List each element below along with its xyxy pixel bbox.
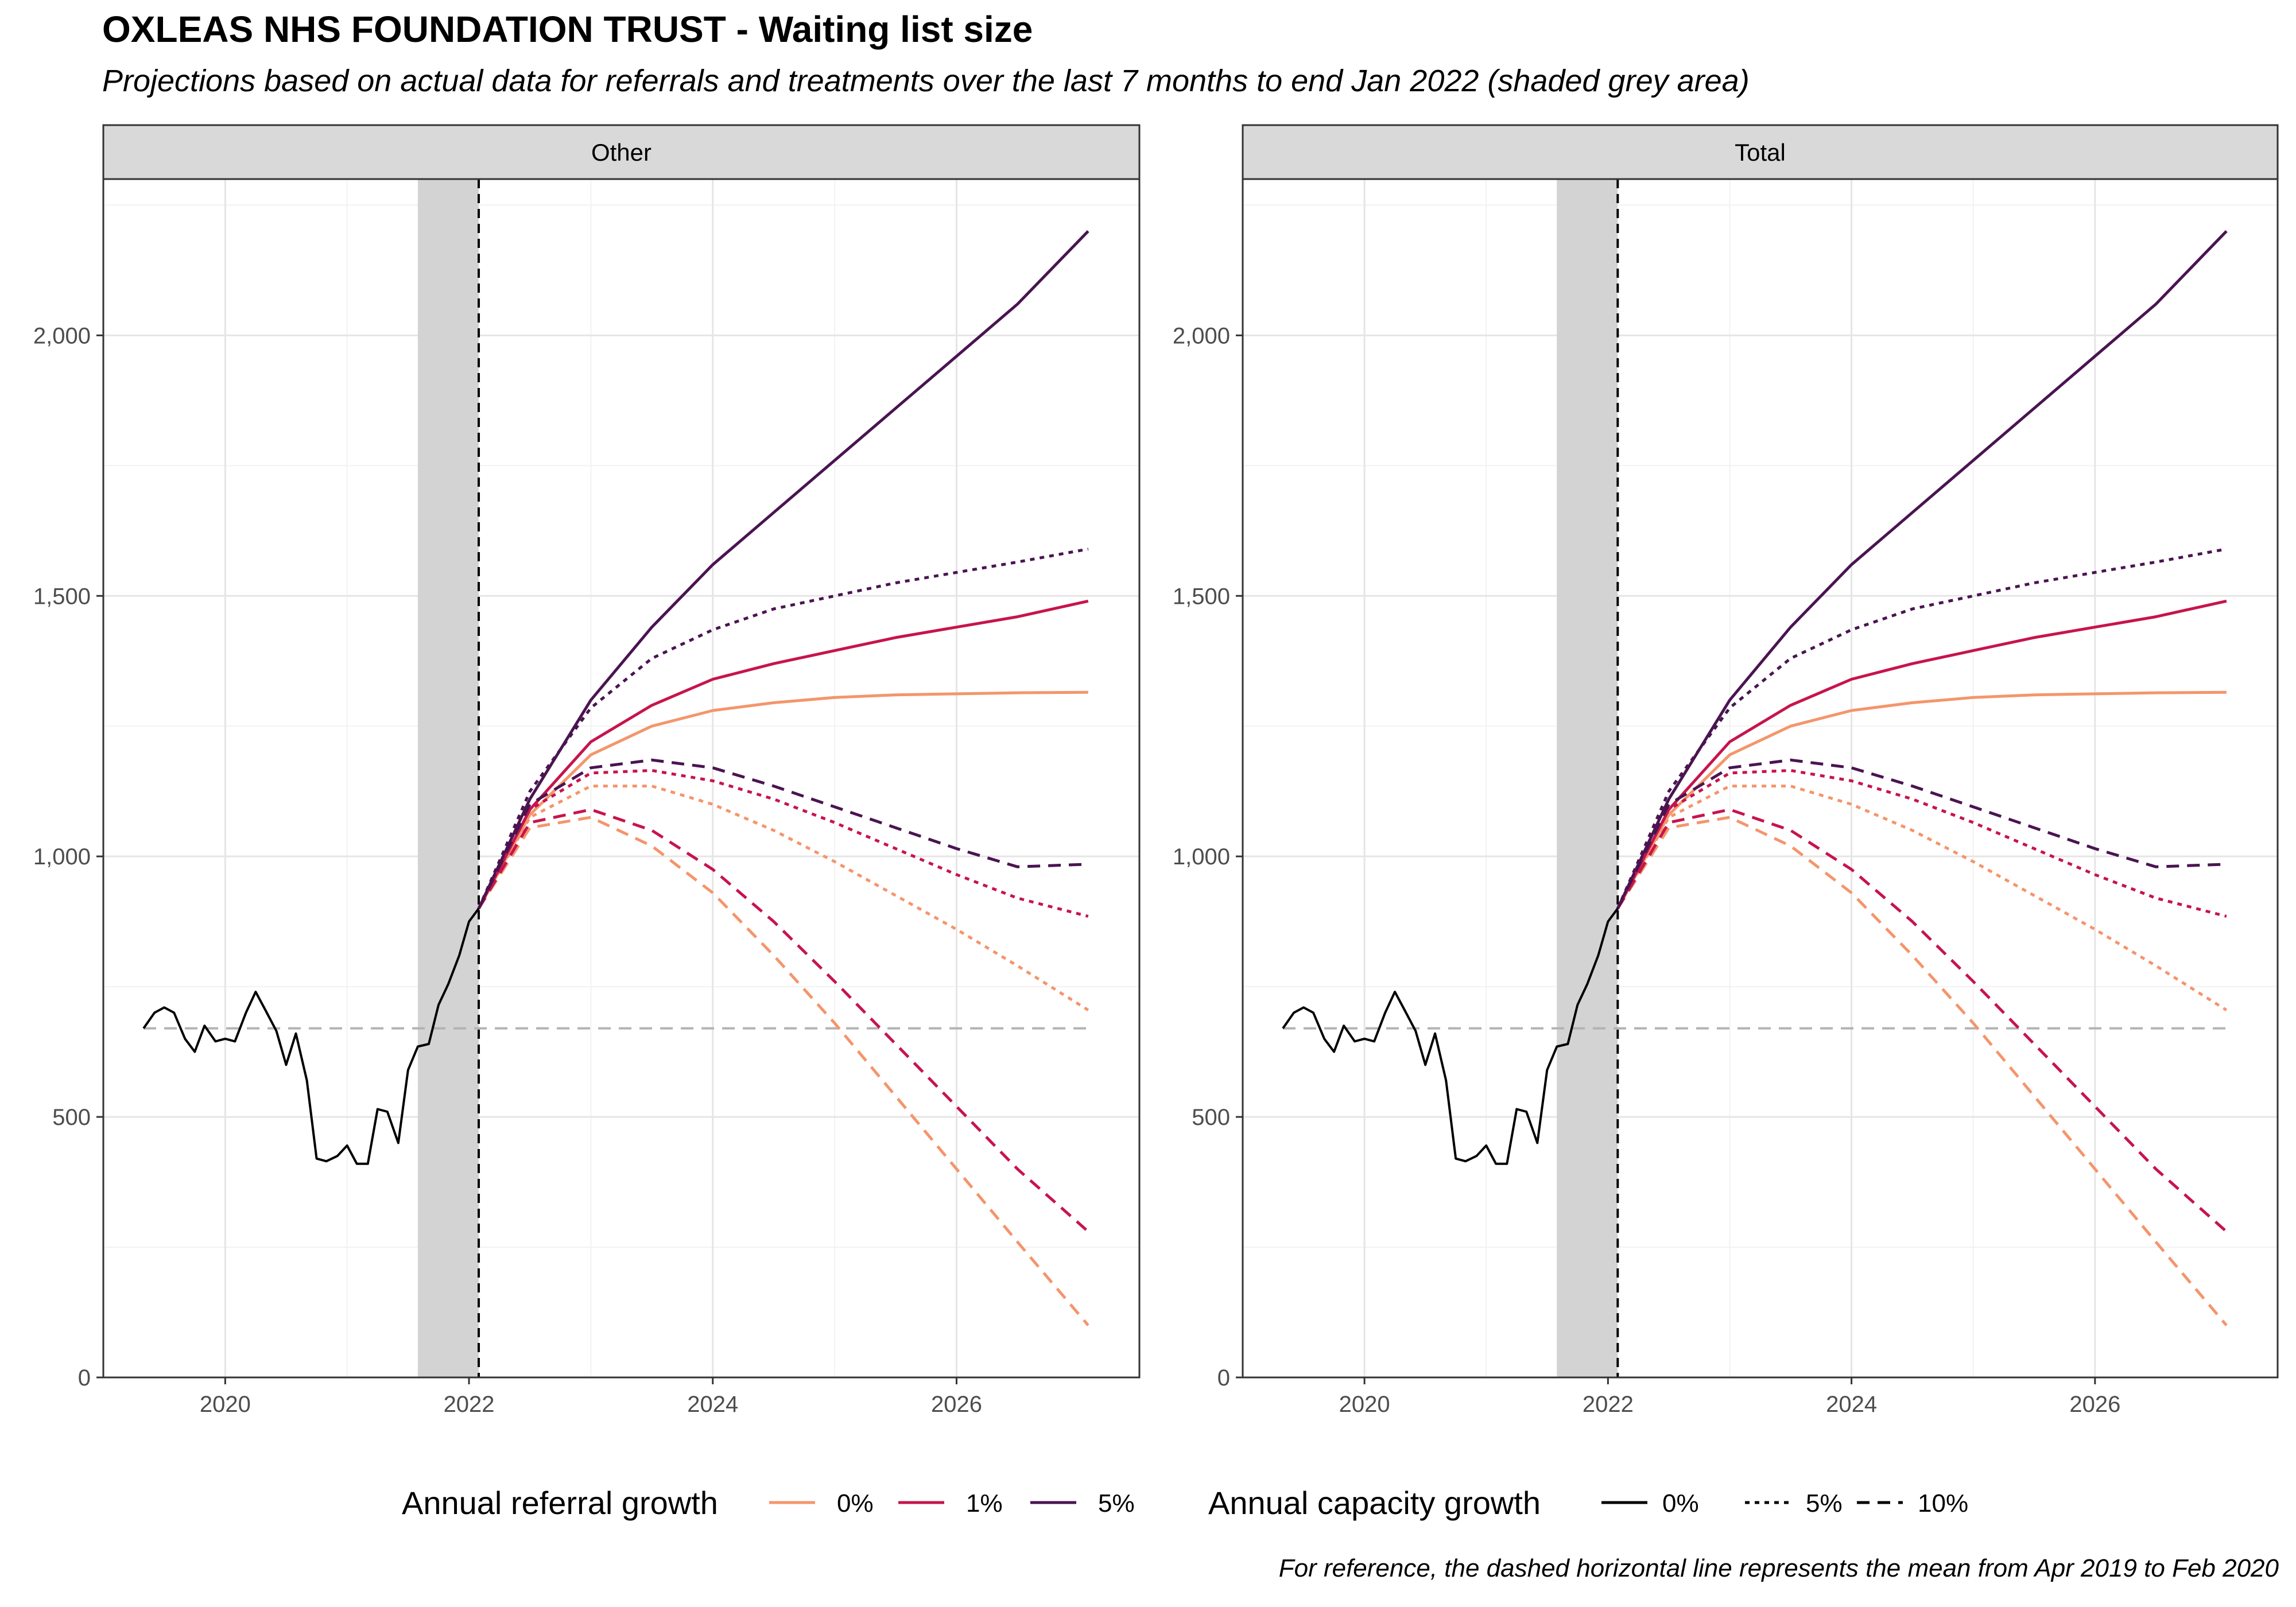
y-tick-label: 500 [1192, 1105, 1230, 1130]
chart-subtitle: Projections based on actual data for ref… [102, 64, 1750, 98]
legend-label-referral: 5% [1098, 1489, 1135, 1517]
chart-caption: For reference, the dashed horizontal lin… [1278, 1554, 2279, 1582]
y-tick-label: 2,000 [33, 323, 91, 348]
series-line [477, 758, 1088, 910]
panel-other: Other 2020 2022 2024 2026 0 500 1,000 1,500 2,000 [33, 124, 1141, 1417]
legend-title-referral: Annual referral growth [402, 1485, 718, 1521]
y-tick-label: 1,000 [33, 844, 91, 870]
legend: Annual referral growth 0% 1% 5% Annual capac… [402, 1485, 1968, 1521]
y-tick-label: 500 [52, 1105, 91, 1130]
x-tick-label: 2026 [931, 1392, 982, 1417]
series-line [1616, 768, 2227, 918]
x-tick-label: 2026 [2069, 1392, 2120, 1417]
observed-line [142, 907, 480, 1165]
legend-label-referral: 0% [837, 1489, 874, 1517]
panel-strip [1242, 124, 2279, 180]
panel-border [102, 178, 1141, 1379]
y-tick-label: 1,000 [1173, 844, 1230, 870]
legend-title-capacity: Annual capacity growth [1208, 1485, 1541, 1521]
legend-label-capacity: 10% [1918, 1489, 1968, 1517]
series-line [1616, 785, 2228, 1012]
series-line [1616, 230, 2228, 910]
chart-title: OXLEAS NHS FOUNDATION TRUST - Waiting li… [102, 9, 1033, 50]
x-tick-label: 2024 [687, 1392, 738, 1417]
observed-line [1282, 907, 1619, 1165]
series-line [477, 768, 1089, 918]
series-line [477, 690, 1088, 910]
series-line [1616, 690, 2227, 910]
series-line [1616, 599, 2227, 910]
series-line [477, 785, 1089, 1012]
panel-background [1243, 179, 2278, 1377]
series-line [1616, 758, 2227, 910]
shaded-period [417, 179, 479, 1377]
x-tick-label: 2024 [1826, 1392, 1877, 1417]
legend-label-capacity: 5% [1806, 1489, 1843, 1517]
y-tick-label: 1,500 [33, 584, 91, 609]
panel-total: Total 2020 2022 2024 2026 0 500 1,000 1,500 2,000 [1173, 124, 2279, 1417]
series-line [1616, 808, 2228, 1233]
x-tick-label: 2020 [1339, 1392, 1390, 1417]
panel-strip-label: Other [591, 139, 651, 166]
series-line [477, 808, 1089, 1233]
panel-background [103, 179, 1139, 1377]
legend-label-referral: 1% [966, 1489, 1003, 1517]
x-tick-label: 2020 [200, 1392, 251, 1417]
x-tick-label: 2022 [444, 1392, 495, 1417]
series-line [477, 230, 1089, 910]
series-line [477, 548, 1089, 910]
legend-label-capacity: 0% [1662, 1489, 1699, 1517]
y-tick-label: 0 [78, 1365, 91, 1391]
x-tick-label: 2022 [1583, 1392, 1634, 1417]
panel-strip-label: Total [1735, 139, 1786, 166]
y-tick-label: 0 [1217, 1365, 1230, 1391]
panel-border [1242, 178, 2279, 1379]
shaded-period [1557, 179, 1618, 1377]
y-tick-label: 2,000 [1173, 323, 1230, 348]
series-line [1616, 548, 2227, 909]
y-tick-label: 1,500 [1173, 584, 1230, 609]
series-line [477, 599, 1089, 910]
